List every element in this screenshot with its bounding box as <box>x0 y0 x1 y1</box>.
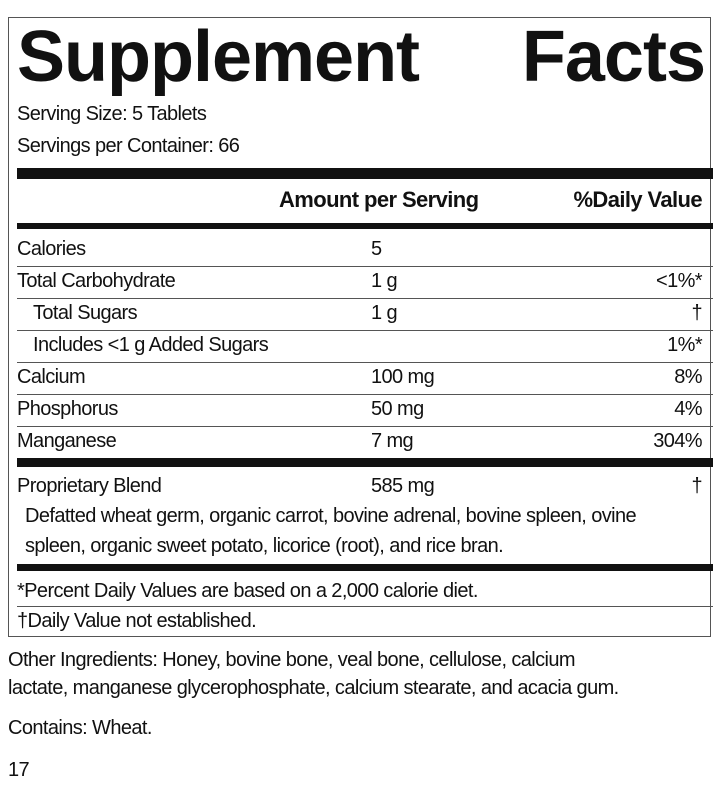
blend-name: Proprietary Blend <box>17 475 162 497</box>
blend-ingredients-line: spleen, organic sweet potato, licorice (… <box>25 535 504 557</box>
contains-statement: Contains: Wheat. <box>8 717 152 739</box>
divider-thin <box>17 330 713 331</box>
footnote: *Percent Daily Values are based on a 2,0… <box>17 580 478 602</box>
panel-title: Supplement Facts <box>17 17 706 97</box>
other-ingredients-line: Other Ingredients: Honey, bovine bone, v… <box>8 649 576 671</box>
title-word: Facts <box>521 17 706 97</box>
divider-thin <box>17 362 713 363</box>
divider-thin <box>17 394 713 395</box>
footnote: †Daily Value not established. <box>17 610 257 632</box>
nutrient-name: Calories <box>17 238 86 260</box>
nutrient-amount: 50 mg <box>371 398 424 420</box>
nutrient-dv: <1%* <box>656 270 703 292</box>
blend-dv: † <box>691 475 702 497</box>
nutrient-name: Includes <1 g Added Sugars <box>33 334 269 356</box>
header-amount: Amount per Serving <box>279 187 479 212</box>
supplement-facts-panel: Supplement Facts Serving Size: 5 Tablets … <box>8 17 713 637</box>
serving-size: Serving Size: 5 Tablets <box>17 103 207 125</box>
other-ingredients-line: lactate, manganese glycerophosphate, cal… <box>8 677 619 699</box>
nutrient-amount: 1 g <box>371 302 398 324</box>
nutrient-name: Manganese <box>17 430 117 452</box>
blend-ingredients-line: Defatted wheat germ, organic carrot, bov… <box>25 505 637 527</box>
nutrient-dv: † <box>691 302 702 324</box>
divider-thin <box>17 606 713 607</box>
divider-thin <box>17 298 713 299</box>
nutrient-amount: 100 mg <box>371 366 435 388</box>
nutrient-dv: 8% <box>674 366 702 388</box>
nutrient-amount: 5 <box>371 238 382 260</box>
other-ingredients: Other Ingredients: Honey, bovine bone, v… <box>8 646 720 702</box>
page-number: 17 <box>8 759 30 781</box>
header-daily-value: %Daily Value <box>573 187 702 212</box>
nutrient-name: Phosphorus <box>17 398 118 420</box>
divider-thin <box>17 426 713 427</box>
nutrient-amount: 7 mg <box>371 430 414 452</box>
nutrient-name: Total Carbohydrate <box>17 270 176 292</box>
divider-medium <box>17 564 713 571</box>
divider-medium <box>17 223 713 229</box>
nutrient-dv: 304% <box>653 430 702 452</box>
nutrient-amount: 1 g <box>371 270 398 292</box>
nutrient-name: Calcium <box>17 366 86 388</box>
nutrient-name: Total Sugars <box>33 302 138 324</box>
divider-thick <box>17 168 713 179</box>
title-word: Supplement <box>17 17 420 97</box>
divider-thick <box>17 458 713 467</box>
nutrient-dv: 4% <box>674 398 702 420</box>
divider-thin <box>17 266 713 267</box>
nutrient-dv: 1%* <box>667 334 702 356</box>
blend-amount: 585 mg <box>371 475 435 497</box>
servings-per-container: Servings per Container: 66 <box>17 135 240 157</box>
